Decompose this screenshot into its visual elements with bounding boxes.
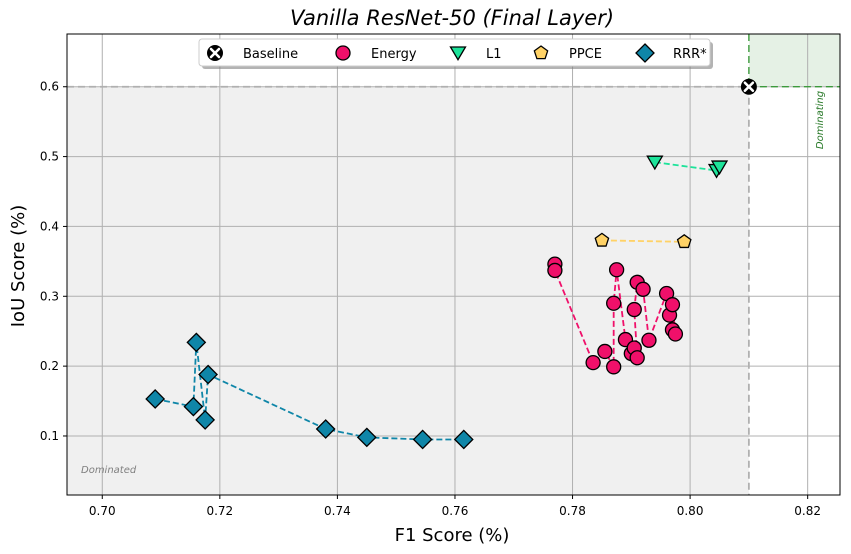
energy-point [335, 45, 351, 61]
energy-point [608, 262, 625, 278]
y-axis-label: IoU Score (%) [8, 205, 29, 328]
y-tick-label: 0.4 [40, 219, 59, 233]
baseline-point [740, 78, 757, 95]
ppce-point [594, 232, 610, 247]
y-tick-label: 0.2 [40, 359, 59, 373]
x-tick-label: 0.80 [677, 504, 704, 518]
legend-item-ppce: PPCE [533, 45, 602, 62]
dominating-region [748, 34, 840, 87]
baseline-marker-cross-b [209, 47, 221, 59]
x-tick-label: 0.74 [324, 504, 351, 518]
energy-point [626, 301, 642, 318]
legend-item-energy: Energy [335, 45, 417, 62]
legend-label-ppce: PPCE [569, 47, 602, 62]
l1-point [449, 46, 467, 62]
legend-label-baseline: Baseline [243, 47, 298, 62]
rrr-point [356, 427, 377, 448]
energy-point [664, 297, 681, 313]
series-rrr [145, 332, 474, 450]
y-tick-label: 0.5 [40, 150, 59, 164]
x-tick-label: 0.78 [559, 504, 586, 518]
energy-point [597, 343, 613, 360]
legend-item-baseline: Baseline [207, 45, 298, 62]
legend-label-rrr: RRR* [673, 47, 707, 62]
energy-point [606, 359, 622, 375]
rrr-point [198, 364, 218, 385]
dominated-label: Dominated [81, 465, 137, 476]
energy-point [629, 350, 645, 366]
energy-point [667, 326, 684, 342]
x-tick-label: 0.82 [794, 504, 821, 518]
legend-item-rrr: RRR* [635, 43, 707, 63]
energy-point [635, 281, 651, 297]
chart-title: Vanilla ResNet-50 (Final Layer) [290, 6, 614, 30]
series-ppce [594, 232, 692, 249]
dominating-label: Dominating [815, 91, 826, 149]
rrr-point [412, 429, 433, 450]
rrr-point [186, 332, 207, 353]
l1-point [646, 155, 664, 171]
x-tick-label: 0.76 [442, 504, 469, 518]
series-l1 [646, 155, 729, 179]
baseline-marker-cross-b [743, 81, 755, 93]
x-axis-label: F1 Score (%) [395, 525, 510, 546]
energy-point [585, 354, 601, 371]
y-tick-label: 0.1 [40, 429, 59, 443]
legend-label-l1: L1 [486, 47, 502, 62]
ppce-point [676, 233, 692, 249]
x-tick-label: 0.72 [206, 504, 233, 518]
y-tick-label: 0.6 [40, 80, 59, 94]
rrr-point [315, 419, 336, 439]
legend-item-l1: L1 [449, 46, 502, 62]
series-energy [547, 256, 684, 375]
y-tick-label: 0.3 [40, 289, 59, 303]
plot-area: Dominating Dominated 0.70 0.72 0.74 0.76 0.78 0… [40, 33, 841, 518]
series-line-ppce [601, 239, 685, 243]
dominated-region [67, 86, 749, 496]
rrr-point [195, 409, 216, 430]
rrr-point [453, 429, 474, 450]
energy-point [641, 332, 657, 348]
rrr-point [183, 396, 204, 417]
axes-frame [66, 33, 841, 496]
ppce-point [533, 45, 549, 60]
series-layer [145, 78, 757, 450]
x-tick-label: 0.70 [89, 504, 116, 518]
legend: Baseline Energy L1 PPCE RRR* [198, 38, 713, 69]
legend-label-energy: Energy [371, 47, 417, 62]
rrr-point [145, 389, 166, 409]
rrr-point [635, 43, 655, 63]
baseline-point [207, 45, 223, 61]
energy-point [606, 295, 622, 311]
series-baseline [740, 78, 757, 95]
grid-lines [67, 34, 840, 495]
l1-point [710, 160, 729, 176]
energy-point [547, 262, 563, 279]
